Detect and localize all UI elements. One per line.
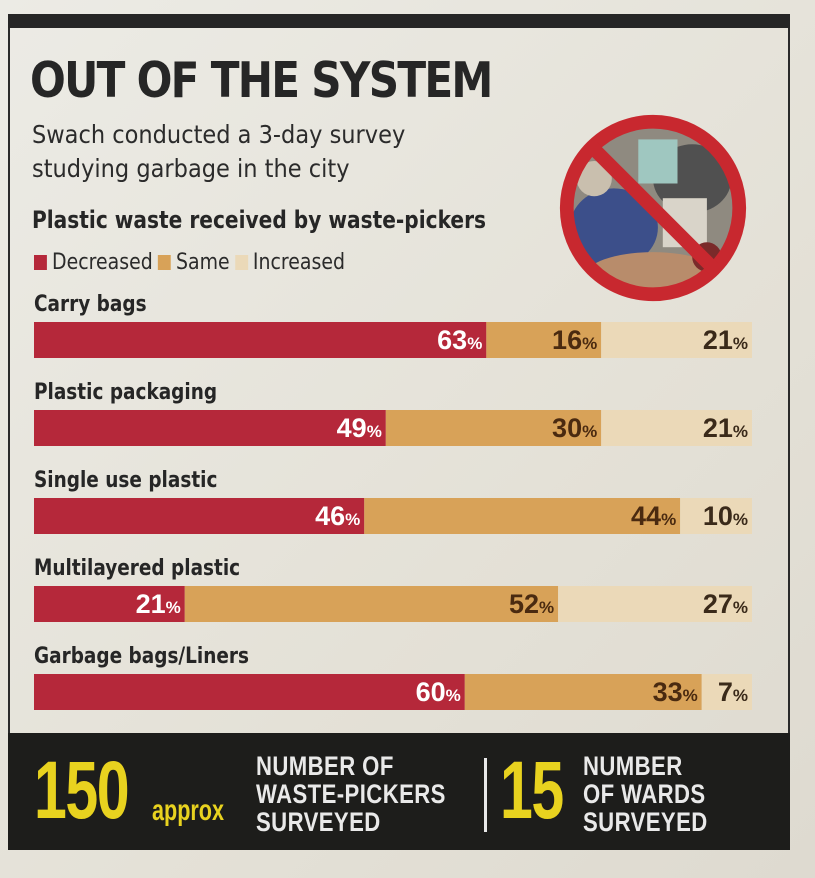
- data-label-increased: 27%: [703, 589, 748, 619]
- data-label-decreased: 49%: [337, 413, 382, 443]
- no-plastic-icon: [559, 114, 747, 302]
- chart-title: Plastic waste received by waste-pickers: [32, 206, 487, 234]
- legend-swatch-increased: [234, 255, 248, 270]
- stat-waste-pickers-label-line-2: WASTE-PICKERS: [256, 779, 446, 809]
- category-label: Multilayered plastic: [34, 554, 240, 580]
- data-label-decreased: 60%: [416, 677, 461, 707]
- data-label-same: 33%: [653, 677, 698, 707]
- top-rule: [8, 14, 790, 28]
- data-label-decreased: 46%: [315, 501, 360, 531]
- infographic-frame: [8, 14, 790, 850]
- data-label-same: 30%: [552, 413, 597, 443]
- data-label-decreased: 21%: [136, 589, 181, 619]
- subtitle: Swach conducted a 3-day survey studying …: [32, 118, 500, 186]
- stat-wards-value: 15: [500, 745, 564, 836]
- bar-segment-same: [364, 498, 681, 534]
- footer-stats: [8, 733, 790, 850]
- stat-waste-pickers-qualifier: approx: [152, 794, 225, 827]
- stat-waste-pickers-value: 150: [34, 745, 130, 836]
- stat-waste-pickers-label: NUMBER OF WASTE-PICKERS SURVEYED: [256, 752, 446, 836]
- data-label-increased: 7%: [718, 677, 748, 707]
- bar-segment-same: [464, 674, 702, 710]
- data-label-increased: 10%: [703, 501, 748, 531]
- data-label-increased: 21%: [703, 325, 748, 355]
- bar-segment-decreased: [34, 498, 365, 534]
- legend-item-same: Same: [157, 250, 230, 275]
- legend-label-same: Same: [176, 250, 230, 275]
- bar-segment-decreased: [34, 322, 487, 358]
- stat-wards-label-line-3: SURVEYED: [583, 807, 708, 837]
- bar-segment-same: [486, 322, 602, 358]
- category-label: Single use plastic: [34, 466, 217, 492]
- bar-segment-decreased: [34, 586, 185, 622]
- category-label: Garbage bags/Liners: [34, 642, 249, 668]
- stat-wards-label: NUMBER OF WARDS SURVEYED: [583, 752, 708, 836]
- bar-segment-decreased: [34, 674, 465, 710]
- legend-item-decreased: Decreased: [34, 250, 153, 275]
- page-title: OUT OF THE SYSTEM: [30, 52, 493, 109]
- stat-wards-label-line-1: NUMBER: [583, 751, 683, 781]
- bar-segment-increased: [601, 410, 752, 446]
- stat-waste-pickers-label-line-3: SURVEYED: [256, 807, 381, 837]
- subtitle-line-1: Swach conducted a 3-day survey: [32, 120, 406, 149]
- data-label-increased: 21%: [703, 413, 748, 443]
- bar-segment-increased: [601, 322, 752, 358]
- footer-divider: [484, 758, 487, 832]
- data-label-decreased: 63%: [437, 325, 482, 355]
- data-label-same: 16%: [552, 325, 597, 355]
- legend-label-increased: Increased: [252, 250, 345, 275]
- legend-item-increased: Increased: [234, 250, 345, 275]
- category-label: Plastic packaging: [34, 378, 217, 404]
- category-label: Carry bags: [34, 290, 147, 316]
- stat-wards-label-line-2: OF WARDS: [583, 779, 706, 809]
- legend-swatch-decreased: [34, 255, 47, 270]
- stat-waste-pickers-label-line-1: NUMBER OF: [256, 751, 394, 781]
- subtitle-line-2: studying garbage in the city: [32, 154, 350, 183]
- bar-segment-increased: [701, 674, 752, 710]
- chart-legend: Decreased Same Increased: [34, 250, 350, 275]
- data-label-same: 44%: [631, 501, 676, 531]
- bar-segment-increased: [558, 586, 752, 622]
- legend-label-decreased: Decreased: [52, 250, 153, 275]
- bar-segment-decreased: [34, 410, 386, 446]
- bar-segment-same: [385, 410, 602, 446]
- bar-segment-increased: [680, 498, 752, 534]
- legend-swatch-same: [157, 255, 171, 270]
- bar-segment-same: [184, 586, 559, 622]
- data-label-same: 52%: [509, 589, 554, 619]
